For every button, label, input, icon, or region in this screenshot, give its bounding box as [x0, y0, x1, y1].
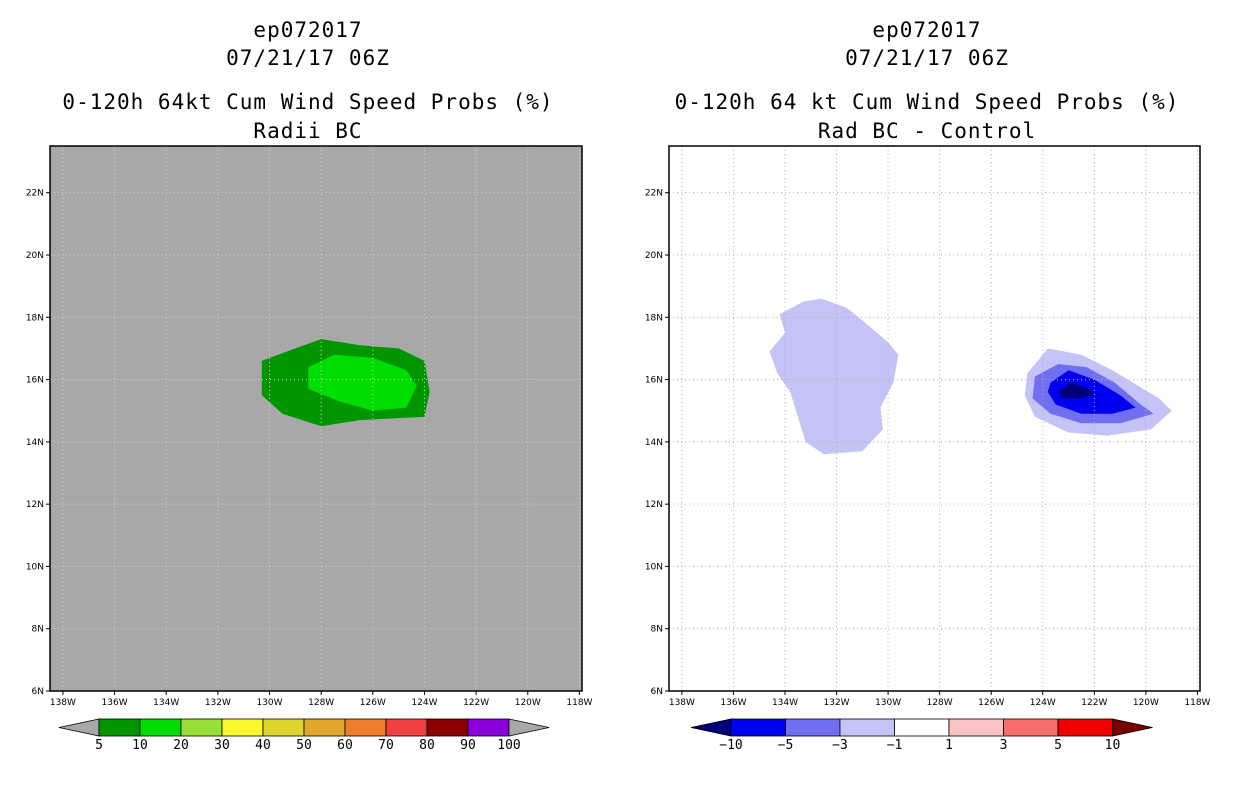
right-colorbar-label-3: −1 [887, 738, 903, 753]
left-tick-label-x-118W: 118W [566, 698, 592, 708]
left-colorbar-swatch-5 [303, 718, 346, 737]
left-tick-label-y-12N: 12N [26, 500, 44, 510]
right-colorbar-swatch-1 [785, 718, 841, 737]
left-tick-label-y-10N: 10N [26, 562, 44, 572]
right-colorbar-label-7: 10 [1105, 738, 1121, 753]
left-date: 07/21/17 06Z [226, 46, 390, 70]
right-colorbar-swatch-6 [1057, 718, 1113, 737]
right-contour-layer [769, 298, 1172, 455]
right-tick-label-y-14N: 14N [645, 438, 663, 448]
right-chart-title: 0-120h 64 kt Cum Wind Speed Probs (%) [674, 90, 1180, 114]
right-storm-id: ep072017 [872, 18, 982, 42]
right-colorbar-label-5: 3 [1000, 738, 1008, 753]
left-colorbar-swatch-3 [221, 718, 264, 737]
left-storm-id: ep072017 [253, 18, 363, 42]
right-colorbar-swatch-0 [730, 718, 786, 737]
right-plot-frame [668, 145, 1201, 692]
right-colorbar-label-1: −5 [778, 738, 794, 753]
right-tick-label-x-136W: 136W [720, 698, 746, 708]
left-colorbar-end-high [508, 718, 550, 737]
left-colorbar-swatch-8 [426, 718, 469, 737]
left-colorbar-label-3: 30 [214, 738, 230, 753]
right-tick-label-x-118W: 118W [1184, 698, 1210, 708]
left-colorbar-swatch-7 [385, 718, 428, 737]
left-tick-label-x-132W: 132W [205, 698, 231, 708]
left-colorbar-label-4: 40 [255, 738, 271, 753]
right-tick-label-x-124W: 124W [1030, 698, 1056, 708]
left-colorbar-swatch-4 [262, 718, 305, 737]
left-colorbar-label-8: 80 [419, 738, 435, 753]
left-colorbar-label-9: 90 [460, 738, 476, 753]
right-tick-label-y-20N: 20N [645, 251, 663, 261]
right-colorbar-end-high [1112, 718, 1153, 737]
left-tick-label-y-16N: 16N [26, 376, 44, 386]
right-colorbar-label-0: −10 [719, 738, 742, 753]
left-colorbar-swatch-6 [344, 718, 387, 737]
left-colorbar-swatch-1 [139, 718, 182, 737]
right-contour-0 [769, 298, 899, 455]
left-tick-label-y-18N: 18N [26, 313, 44, 323]
right-tick-label-y-12N: 12N [645, 500, 663, 510]
left-contour-layer [261, 339, 430, 427]
left-plot-frame [49, 145, 583, 692]
right-colorbar-swatch-4 [948, 718, 1004, 737]
left-tick-label-y-20N: 20N [26, 251, 44, 261]
right-tick-label-x-126W: 126W [978, 698, 1004, 708]
right-tick-label-y-8N: 8N [651, 625, 663, 635]
left-chart-title: 0-120h 64kt Cum Wind Speed Probs (%) [62, 90, 554, 114]
left-chart-subtitle: Radii BC [253, 119, 363, 143]
left-contour-1 [308, 354, 417, 411]
right-tick-label-y-18N: 18N [645, 313, 663, 323]
right-colorbar-swatch-2 [839, 718, 895, 737]
right-tick-label-y-6N: 6N [651, 687, 663, 697]
left-colorbar-label-2: 20 [173, 738, 189, 753]
left-tick-label-x-126W: 126W [360, 698, 386, 708]
left-colorbar-swatch-2 [180, 718, 223, 737]
left-colorbar-label-6: 60 [337, 738, 353, 753]
left-tick-label-x-122W: 122W [463, 698, 489, 708]
left-colorbar-end-low [58, 718, 100, 737]
left-tick-label-x-138W: 138W [50, 698, 76, 708]
left-tick-label-x-128W: 128W [308, 698, 334, 708]
right-tick-label-x-122W: 122W [1081, 698, 1107, 708]
right-colorbar-swatch-3 [894, 718, 950, 737]
left-tick-label-x-124W: 124W [411, 698, 437, 708]
left-tick-label-y-22N: 22N [26, 189, 44, 199]
left-colorbar-swatch-0 [98, 718, 141, 737]
right-colorbar-end-low [690, 718, 732, 737]
left-tick-label-x-136W: 136W [102, 698, 128, 708]
right-date: 07/21/17 06Z [845, 46, 1009, 70]
left-tick-label-y-14N: 14N [26, 438, 44, 448]
right-tick-label-y-16N: 16N [645, 376, 663, 386]
left-tick-label-x-134W: 134W [153, 698, 179, 708]
right-tick-label-x-130W: 130W [875, 698, 901, 708]
right-tick-label-x-134W: 134W [772, 698, 798, 708]
left-colorbar-label-7: 70 [378, 738, 394, 753]
right-tick-label-y-22N: 22N [645, 189, 663, 199]
right-chart-subtitle: Rad BC - Control [817, 119, 1037, 143]
left-colorbar-label-0: 5 [95, 738, 103, 753]
left-colorbar-label-1: 10 [132, 738, 148, 753]
left-colorbar-label-5: 50 [296, 738, 312, 753]
right-colorbar-swatch-5 [1003, 718, 1059, 737]
left-tick-label-y-8N: 8N [32, 625, 44, 635]
left-colorbar-label-10: 100 [497, 738, 520, 753]
right-tick-label-y-10N: 10N [645, 562, 663, 572]
right-tick-label-x-128W: 128W [927, 698, 953, 708]
left-tick-label-y-6N: 6N [32, 687, 44, 697]
right-colorbar-label-2: −3 [832, 738, 848, 753]
right-tick-label-x-120W: 120W [1133, 698, 1159, 708]
right-contour-4 [1058, 382, 1095, 399]
left-colorbar-swatch-9 [467, 718, 510, 737]
left-tick-label-x-120W: 120W [515, 698, 541, 708]
right-colorbar-label-6: 5 [1054, 738, 1062, 753]
left-tick-label-x-130W: 130W [256, 698, 282, 708]
right-tick-label-x-138W: 138W [669, 698, 695, 708]
right-tick-label-x-132W: 132W [824, 698, 850, 708]
right-colorbar-label-4: 1 [945, 738, 953, 753]
